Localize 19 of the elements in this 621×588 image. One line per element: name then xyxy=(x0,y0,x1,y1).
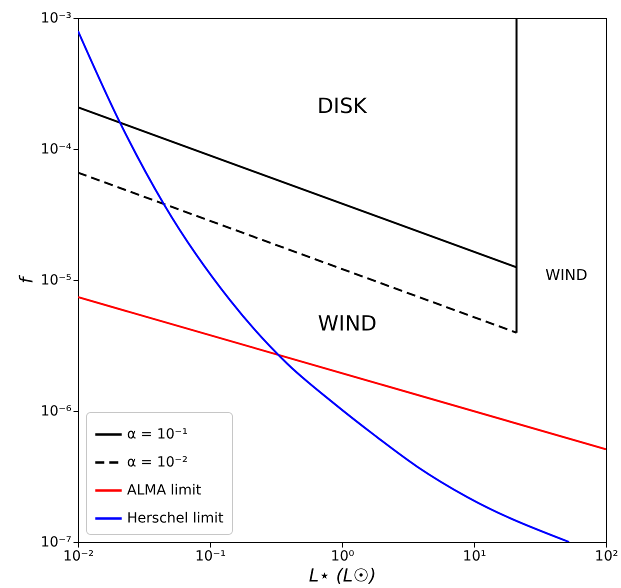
y-tick-label: 10⁻⁵ xyxy=(40,272,72,288)
annotation: WIND xyxy=(318,312,377,336)
y-axis-title: f xyxy=(16,274,38,284)
y-tick-label: 10⁻⁶ xyxy=(40,404,72,420)
y-tick-label: 10⁻⁴ xyxy=(40,142,72,158)
y-tick-label: 10⁻³ xyxy=(40,10,72,26)
x-axis-title: L⋆ (L☉) xyxy=(308,566,376,586)
x-tick-label: 10⁻¹ xyxy=(195,548,226,564)
annotation: DISK xyxy=(317,94,368,118)
x-tick-label: 10² xyxy=(594,548,618,564)
legend-label: α = 10⁻¹ xyxy=(127,426,188,442)
x-tick-label: 10⁻² xyxy=(63,548,94,564)
y-tick-label: 10⁻⁷ xyxy=(40,534,72,550)
legend-label: Herschel limit xyxy=(127,510,224,526)
x-tick-label: 10¹ xyxy=(462,548,486,564)
x-tick-label: 10⁰ xyxy=(330,548,355,564)
legend-label: ALMA limit xyxy=(127,482,202,498)
legend-label: α = 10⁻² xyxy=(127,454,188,470)
annotation: WIND xyxy=(545,266,588,284)
